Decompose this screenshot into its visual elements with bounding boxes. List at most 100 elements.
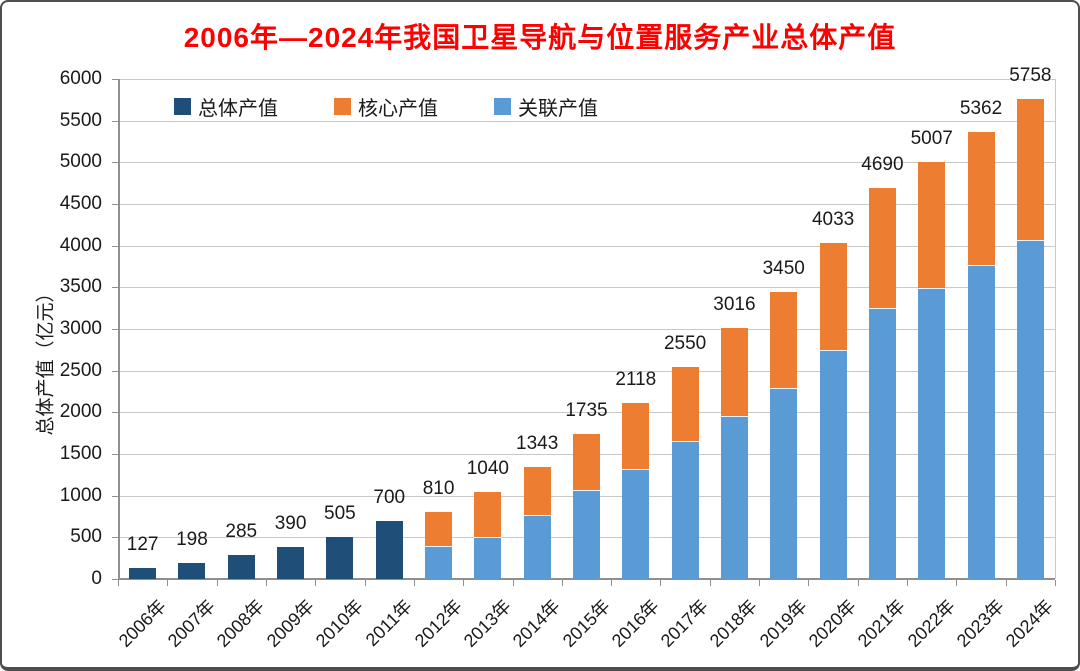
legend-label: 关联产值: [518, 98, 598, 120]
x-axis-tick: [512, 580, 514, 586]
gridline: [118, 120, 1055, 122]
bar-value-label: 4690: [861, 154, 904, 176]
bar-segment-core: [720, 327, 748, 417]
bar-segment-associated: [523, 516, 551, 579]
y-axis-tick-label: 3000: [59, 318, 102, 339]
bar-segment-associated: [770, 388, 798, 579]
legend-item-2: 关联产值: [494, 92, 598, 121]
gridline: [118, 370, 1055, 372]
chart-title: 2006年—2024年我国卫星导航与位置服务产业总体产值: [183, 22, 897, 53]
bar-segment-total: [178, 562, 206, 579]
y-axis-tick-label: 2000: [59, 401, 102, 423]
x-axis-tick: [956, 580, 958, 586]
y-axis-tick: [112, 245, 118, 247]
y-axis-tick: [112, 537, 118, 539]
legend-swatch-icon: [334, 98, 351, 115]
bar-segment-total: [129, 568, 157, 579]
bar-value-label: 4033: [811, 208, 855, 230]
y-axis-tick: [112, 79, 118, 80]
bar-segment-associated: [474, 537, 502, 579]
y-axis-tick-label: 4000: [59, 234, 102, 256]
y-axis-tick-label: 2500: [59, 359, 102, 381]
bar-value-label: 198: [176, 528, 208, 550]
bar-segment-core: [474, 492, 502, 538]
legend-label: 总体产值: [198, 98, 278, 120]
bar-value-label: 1735: [565, 400, 608, 422]
bar-segment-core: [918, 161, 946, 289]
bar-segment-associated: [425, 546, 453, 579]
bar-segment-total: [227, 555, 255, 579]
bar-value-label: 5007: [910, 127, 953, 149]
y-axis-tick-label: 5500: [59, 109, 102, 131]
gridline: [118, 162, 1055, 164]
legend: 总体产值 核心产值 关联产值: [174, 92, 598, 121]
bar-segment-core: [1016, 99, 1044, 241]
bar-segment-core: [573, 434, 600, 492]
gridline: [118, 204, 1055, 205]
y-axis-line: [118, 79, 120, 579]
x-axis-tick: [759, 580, 761, 586]
x-axis-tick: [265, 580, 267, 586]
y-axis-tick: [112, 120, 118, 122]
x-axis-tick: [808, 580, 810, 586]
x-axis-tick: [611, 580, 613, 586]
y-axis-tick-label: 6000: [59, 68, 102, 89]
bar-segment-total: [277, 546, 305, 579]
x-axis-tick: [709, 580, 711, 586]
bar-segment-core: [868, 188, 896, 310]
bar-segment-total: [375, 520, 403, 579]
bar-segment-core: [671, 366, 699, 442]
x-axis-line: [118, 578, 1055, 580]
bar-segment-associated: [720, 416, 748, 579]
y-axis-tick: [112, 204, 118, 205]
y-axis-tick-label: 500: [70, 526, 102, 548]
x-axis-tick: [1005, 580, 1007, 586]
x-axis-tick: [167, 580, 169, 586]
y-axis-tick-label: 1000: [59, 484, 102, 506]
x-axis-tick: [1055, 580, 1056, 586]
y-axis-tick-label: 1500: [59, 443, 102, 464]
x-axis-tick: [118, 580, 119, 586]
bar-segment-core: [425, 511, 453, 547]
gridline: [118, 412, 1055, 414]
bar-segment-associated: [671, 441, 699, 579]
bar-value-label: 390: [274, 512, 307, 534]
bar-segment-associated: [819, 350, 847, 579]
y-axis-tick: [112, 412, 118, 414]
bar-segment-associated: [868, 309, 896, 579]
bar-value-label: 2550: [663, 332, 707, 354]
bar-value-label: 285: [225, 521, 258, 543]
bar-segment-associated: [573, 491, 600, 579]
x-axis-tick: [216, 580, 218, 586]
x-axis-tick: [907, 580, 909, 586]
legend-item-1: 核心产值: [334, 92, 438, 121]
x-axis-tick: [561, 580, 563, 586]
bar-segment-core: [770, 291, 798, 389]
gridline: [118, 245, 1055, 247]
y-axis-tick: [112, 162, 118, 164]
bar-segment-core: [967, 132, 995, 267]
bar-segment-core: [523, 467, 551, 517]
x-axis-tick: [857, 580, 859, 586]
y-axis-tick-label: 0: [91, 568, 102, 589]
bar-value-label: 1040: [466, 458, 509, 480]
bar-value-label: 2118: [615, 368, 657, 390]
x-axis-tick: [413, 580, 415, 586]
y-axis-tick: [112, 495, 118, 497]
y-axis-tick-label: 5000: [59, 151, 102, 173]
bar-segment-associated: [622, 469, 650, 579]
legend-item-0: 总体产值: [174, 92, 278, 121]
bar-value-label: 5362: [959, 98, 1003, 120]
gridline: [118, 287, 1055, 289]
bar-segment-associated: [1016, 240, 1044, 579]
x-axis-tick: [660, 580, 662, 586]
bar-value-label: 127: [126, 534, 159, 556]
bar-value-label: 5758: [1009, 65, 1052, 87]
bar-segment-total: [326, 536, 354, 579]
y-axis-tick-label: 4500: [59, 193, 102, 214]
bar-value-label: 810: [422, 477, 455, 499]
x-axis-tick: [315, 580, 317, 586]
plot-right-border: [1055, 79, 1056, 579]
